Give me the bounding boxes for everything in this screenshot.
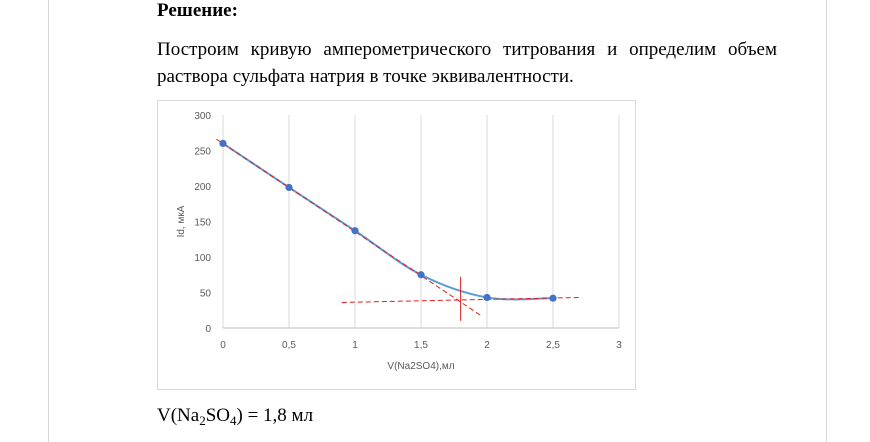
x-tick-label: 2,5 [546, 340, 560, 351]
solution-heading: Решение: [157, 0, 238, 21]
data-markers [219, 139, 557, 302]
x-axis-label: V(Na2SO4),мл [387, 361, 454, 372]
x-tick-label: 0,5 [282, 340, 296, 351]
answer-mid: SO [205, 405, 230, 426]
y-tick-labels: 0 50 100 150 200 250 300 [194, 111, 211, 335]
data-point [417, 271, 425, 279]
y-tick-label: 100 [194, 253, 211, 264]
grid-lines [222, 115, 620, 328]
data-point [285, 183, 293, 192]
x-tick-label: 1,5 [414, 340, 428, 351]
y-tick-label: 250 [194, 147, 211, 158]
y-axis-label: Id, мкА [176, 205, 187, 237]
solution-paragraph: Построим кривую амперометрического титро… [157, 39, 777, 87]
y-tick-label: 50 [200, 289, 212, 300]
tangent-line [216, 138, 481, 316]
x-tick-label: 3 [616, 340, 622, 351]
titration-chart: 0 50 100 150 200 250 300 0 0,5 1 1,5 2 2,5 3 V(Na2SO… [157, 100, 636, 390]
construction-lines [216, 138, 580, 321]
data-point [351, 227, 359, 235]
page-right-edge [826, 0, 827, 442]
titration-curve [222, 142, 554, 301]
y-tick-label: 0 [205, 324, 211, 335]
y-tick-label: 300 [194, 111, 211, 122]
chart-svg: 0 50 100 150 200 250 300 0 0,5 1 1,5 2 2,5 3 V(Na2SO… [176, 111, 622, 372]
answer-suffix: ) = 1,8 мл [236, 405, 314, 426]
x-tick-label: 0 [220, 340, 226, 351]
y-tick-label: 200 [194, 182, 211, 193]
page-left-edge [48, 0, 49, 442]
x-tick-labels: 0 0,5 1 1,5 2 2,5 3 [220, 340, 622, 351]
answer-sub-4: 4 [230, 413, 237, 428]
data-point [483, 293, 491, 302]
data-point [549, 294, 557, 302]
answer-line: V(Na2SO4) = 1,8 мл [157, 404, 313, 428]
x-tick-label: 2 [484, 340, 490, 351]
answer-prefix: V(Na [157, 405, 200, 426]
data-point [219, 139, 227, 147]
x-tick-label: 1 [352, 340, 358, 351]
y-tick-label: 150 [194, 218, 211, 229]
answer-sub-2: 2 [199, 413, 206, 428]
